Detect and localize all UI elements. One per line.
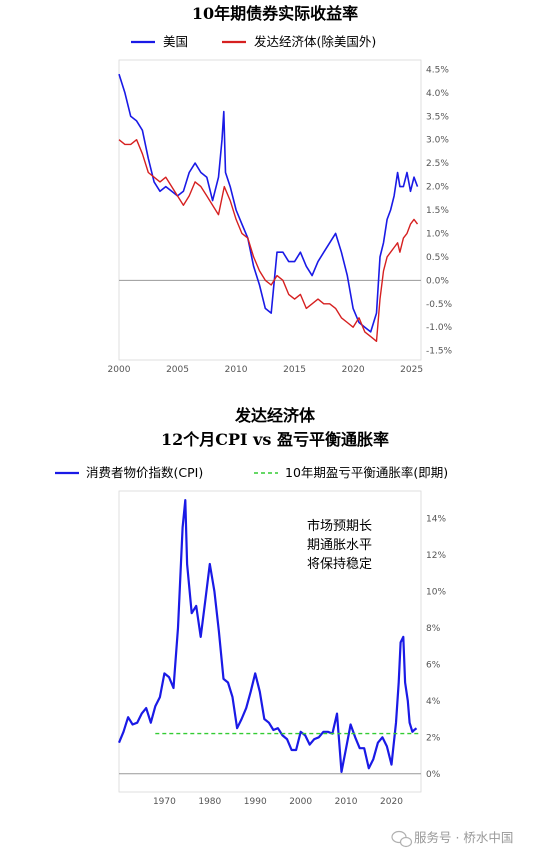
x-tick-label: 2010	[335, 797, 358, 807]
y-tick-label: 10%	[426, 587, 446, 597]
x-tick-label: 1980	[198, 797, 221, 807]
x-tick-label: 2000	[108, 365, 131, 375]
y-tick-label: 8%	[426, 624, 441, 634]
chart-2-title: 发达经济体	[234, 406, 316, 425]
y-tick-label: -0.5%	[426, 300, 453, 310]
y-tick-label: -1.0%	[426, 323, 453, 333]
y-tick-label: 2%	[426, 733, 441, 743]
chart-1-y-ticks: 4.5% 4.0% 3.5% 3.0% 2.5% 2.0% 1.5% 1.0% 0.5% 0.0%…	[426, 65, 453, 356]
chart-1-x-ticks: 2000 2005 2010 2015 2020 2025	[108, 365, 424, 375]
x-tick-label: 2010	[225, 365, 248, 375]
chart-2-annotation: 市场预期长 期通胀水平 将保持稳定	[307, 518, 372, 572]
legend-label-cpi: 消费者物价指数(CPI)	[86, 465, 203, 480]
y-tick-label: 4.0%	[426, 89, 449, 99]
y-tick-label: 3.0%	[426, 136, 449, 146]
chart-2-plot-area	[118, 490, 422, 793]
y-tick-label: -1.5%	[426, 347, 453, 357]
chart-1-legend: 美国 发达经济体(除美国外)	[131, 34, 376, 49]
y-tick-label: 6%	[426, 660, 441, 670]
x-tick-label: 2020	[342, 365, 365, 375]
watermark-text: 服务号 · 桥水中国	[414, 830, 513, 845]
y-tick-label: 4.5%	[426, 65, 449, 75]
chart-2-series	[117, 499, 419, 774]
y-tick-label: 4%	[426, 697, 441, 707]
wechat-icon	[391, 830, 413, 848]
y-tick-label: 2.5%	[426, 159, 449, 169]
chart-2: 发达经济体 12个月CPI vs 盈亏平衡通胀率 消费者物价指数(CPI) 10…	[55, 406, 448, 807]
legend-label-us: 美国	[163, 34, 188, 49]
x-tick-label: 2015	[283, 365, 306, 375]
chart-2-y-ticks: 14% 12% 10% 8% 6% 4% 2% 0%	[426, 514, 446, 779]
y-tick-label: 3.5%	[426, 112, 449, 122]
x-tick-label: 1970	[153, 797, 176, 807]
annotation-line-1: 市场预期长	[307, 518, 372, 534]
watermark: 服务号 · 桥水中国	[391, 830, 513, 848]
y-tick-label: 1.0%	[426, 229, 449, 239]
x-tick-label: 2025	[400, 365, 423, 375]
series-line-1	[117, 499, 418, 774]
annotation-line-3: 将保持稳定	[307, 556, 372, 572]
x-tick-label: 2020	[380, 797, 403, 807]
y-tick-label: 0.0%	[426, 276, 449, 286]
chart-2-legend: 消费者物价指数(CPI) 10年期盈亏平衡通胀率(即期)	[55, 465, 448, 480]
x-tick-label: 2000	[289, 797, 312, 807]
y-tick-label: 14%	[426, 514, 446, 524]
y-tick-label: 12%	[426, 551, 446, 561]
chart-1-plot-area	[118, 59, 422, 361]
x-tick-label: 1990	[244, 797, 267, 807]
y-tick-label: 2.0%	[426, 183, 449, 193]
y-tick-label: 0.5%	[426, 253, 449, 263]
y-tick-label: 1.5%	[426, 206, 449, 216]
series-line-1	[118, 73, 419, 333]
chart-1: 10年期债券实际收益率 美国 发达经济体(除美国外) 2000 2005 2010 2…	[108, 4, 453, 375]
y-tick-label: 0%	[426, 770, 441, 780]
legend-label-dev: 发达经济体(除美国外)	[254, 34, 376, 49]
chart-2-subtitle: 12个月CPI vs 盈亏平衡通胀率	[161, 430, 389, 449]
chart-1-title: 10年期债券实际收益率	[192, 4, 358, 23]
x-tick-label: 2005	[166, 365, 189, 375]
annotation-line-2: 期通胀水平	[307, 538, 372, 553]
chart-2-x-ticks: 1970 1980 1990 2000 2010 2020	[153, 797, 403, 807]
series-line-2	[118, 138, 419, 342]
chart-1-series	[118, 73, 419, 342]
legend-label-breakeven: 10年期盈亏平衡通胀率(即期)	[285, 465, 448, 480]
